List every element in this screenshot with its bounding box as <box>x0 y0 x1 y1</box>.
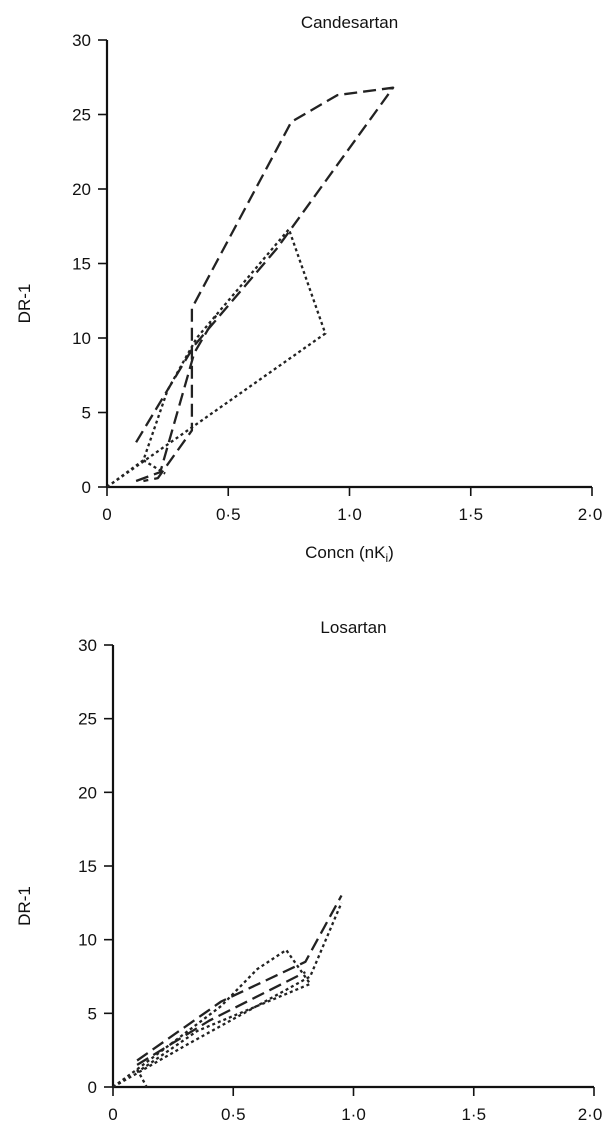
series-line-4 <box>142 459 166 475</box>
x-tick-label: 2·0 <box>578 1105 603 1124</box>
x-tick-label: 0·5 <box>216 505 241 524</box>
candesartan-panel: 0 5 10 15 20 25 30 0 0·5 1·0 1·5 2·0 Candesartan Conc… <box>15 13 602 565</box>
x-tick-label: 0 <box>102 505 111 524</box>
series-line-5 <box>112 902 343 1088</box>
x-tick-label: 2·0 <box>578 505 603 524</box>
series-line-2 <box>135 315 218 483</box>
y-tick-label: 15 <box>78 857 97 876</box>
x-tick-label: 1·5 <box>458 505 483 524</box>
series-line-3 <box>106 228 327 488</box>
chart-title: Candesartan <box>301 13 398 32</box>
y-tick-label: 0 <box>88 1078 97 1097</box>
chart-title: Losartan <box>320 618 386 637</box>
y-tick-label: 0 <box>82 478 91 497</box>
y-tick-label: 30 <box>72 31 91 50</box>
series-line-3 <box>112 948 312 1088</box>
y-axis-label: DR-1 <box>15 284 34 324</box>
y-tick-label: 20 <box>72 180 91 199</box>
x-axis-label: Concn (nKi) <box>305 543 394 565</box>
y-tick-label: 5 <box>82 404 91 423</box>
y-tick-label: 20 <box>78 783 97 802</box>
y-tick-label: 25 <box>78 710 97 729</box>
y-tick-label: 10 <box>78 931 97 950</box>
series-line-1 <box>135 86 395 483</box>
y-tick-label: 25 <box>72 106 91 125</box>
x-tick-label: 0·5 <box>221 1105 246 1124</box>
x-tick-label: 0 <box>108 1105 117 1124</box>
x-tick-label: 1·0 <box>337 505 362 524</box>
y-tick-label: 15 <box>72 255 91 274</box>
y-tick-label: 10 <box>72 329 91 348</box>
y-tick-label: 5 <box>88 1004 97 1023</box>
x-tick-label: 1·5 <box>461 1105 486 1124</box>
series-line-1 <box>136 894 343 1062</box>
y-axis-label: DR-1 <box>15 886 34 926</box>
x-tick-label: 1·0 <box>341 1105 366 1124</box>
y-tick-label: 30 <box>78 636 97 655</box>
